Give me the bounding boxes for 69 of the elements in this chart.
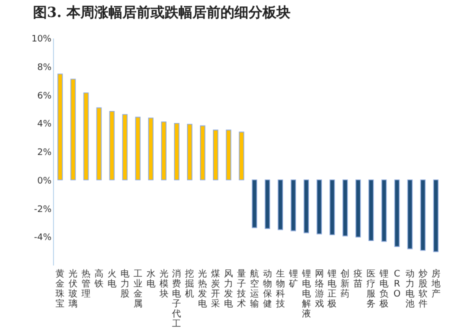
x-tick-label: 光伏玻璃 (68, 268, 78, 310)
bar (316, 179, 322, 234)
x-tick-label: 锂电电解液 (300, 268, 311, 320)
bar (174, 123, 180, 180)
bar (57, 74, 63, 180)
y-tick-label: -2% (34, 204, 52, 215)
x-tick-label: 房地产 (430, 268, 440, 300)
bar (330, 179, 335, 236)
bar (148, 118, 154, 180)
chart-title: 图3. 本周涨幅居前或跌幅居前的细分板块 (33, 5, 290, 21)
bar (368, 179, 374, 241)
bar (264, 179, 270, 229)
x-tick-label: 电力股 (120, 268, 130, 300)
bar (420, 179, 426, 251)
y-tick-label: 6% (37, 91, 52, 102)
y-tick-label: 8% (37, 62, 52, 73)
x-tick-label: 疫苗 (354, 268, 363, 290)
bar (122, 114, 128, 180)
x-tick-label: 火电 (107, 268, 116, 290)
x-tick-label: 工业金属 (133, 270, 142, 310)
bar (381, 179, 387, 242)
x-tick-label: 炒股软件 (418, 268, 428, 310)
x-tick-label: 生物科技 (274, 268, 285, 310)
bar (290, 179, 296, 232)
x-tick-label: 锂矿 (288, 268, 298, 290)
bar (342, 179, 348, 236)
bar (238, 132, 244, 180)
x-tick-label: 煤炭开采 (211, 268, 220, 310)
x-tick-label: 光热发电 (198, 268, 208, 310)
x-tick-label: 航空运输 (250, 268, 259, 310)
bar (304, 179, 309, 234)
x-tick-label: 风力发电 (224, 268, 234, 310)
bar (161, 121, 166, 180)
bar (135, 116, 141, 180)
bar (70, 78, 76, 180)
y-tick-label: 0% (37, 176, 52, 186)
bar (394, 179, 400, 247)
bar (407, 179, 413, 250)
x-tick-label: 创新药 (340, 268, 350, 300)
bar (212, 130, 218, 180)
x-tick-label: 水电 (146, 268, 156, 290)
bar (187, 124, 192, 180)
x-tick-label: 挖掘机 (185, 268, 194, 300)
x-tick-label: 量子技术 (236, 268, 246, 310)
y-tick-label: 10% (31, 34, 52, 44)
bar (226, 130, 232, 180)
x-tick-label: 消费电子代工 (171, 268, 182, 330)
bar (83, 92, 89, 180)
bar (96, 107, 102, 180)
bar (433, 179, 439, 252)
x-tick-label: 网络游戏 (314, 270, 324, 310)
y-tick-label: 4% (37, 120, 52, 130)
bar (109, 110, 115, 180)
x-tick-label: CRO (393, 270, 401, 300)
bar (278, 179, 284, 230)
x-tick-label: 锂电负极 (378, 268, 389, 310)
bar (252, 179, 258, 228)
x-tick-label: 热管理 (82, 268, 91, 300)
x-tick-label: 光模块 (158, 268, 168, 300)
x-tick-label: 医疗服务 (366, 268, 376, 310)
y-tick-label: -4% (34, 233, 52, 244)
bar (355, 179, 361, 238)
x-tick-label: 锂电正极 (326, 268, 337, 310)
x-tick-label: 高铁 (93, 268, 104, 290)
x-tick-label: 动力电池 (405, 268, 414, 310)
x-tick-label: 黄金珠宝 (56, 268, 65, 310)
bar (200, 125, 206, 180)
x-tick-label: 动物保健 (262, 268, 272, 310)
y-tick-label: 2% (37, 148, 52, 158)
